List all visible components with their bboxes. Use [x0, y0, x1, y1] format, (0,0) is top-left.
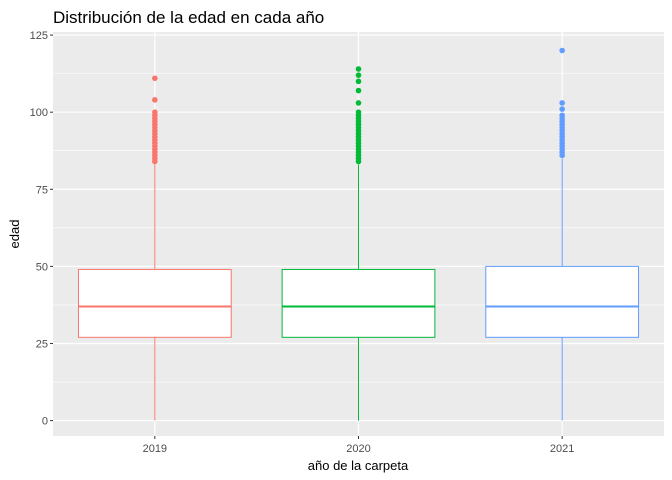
outlier-point: [152, 97, 158, 103]
iqr-box: [485, 265, 640, 338]
y-tick-label: 25: [36, 338, 48, 350]
outlier-point: [559, 106, 565, 112]
outlier-point: [559, 47, 565, 54]
outlier-point: [355, 78, 362, 85]
outlier-point: [355, 109, 362, 115]
y-tick-label: 50: [36, 261, 48, 273]
y-tick-label: 75: [36, 184, 48, 196]
x-axis: 2019 2020 2021: [143, 436, 574, 455]
x-tick-label: 2019: [143, 443, 167, 455]
y-tick-label: 125: [30, 30, 48, 42]
x-axis-label: año de la carpeta: [308, 458, 409, 473]
y-tick-label: 100: [30, 107, 48, 119]
outlier-point: [355, 66, 362, 72]
iqr-box: [281, 268, 436, 338]
iqr-box: [77, 268, 232, 338]
y-axis-label: edad: [7, 220, 22, 249]
y-axis: 0 25 50 75 100 125: [30, 30, 53, 428]
outlier-point: [355, 100, 362, 106]
box-2021: [485, 47, 640, 421]
box-2019: [77, 75, 232, 421]
box-2020: [281, 66, 436, 421]
outlier-point: [559, 100, 565, 106]
boxes-layer: [77, 47, 640, 421]
y-tick-label: 0: [42, 416, 48, 428]
chart-title: Distribución de la edad en cada año: [53, 8, 324, 27]
x-tick-label: 2021: [550, 443, 574, 455]
outlier-point: [152, 75, 158, 82]
x-tick-label: 2020: [346, 443, 370, 455]
outlier-point: [355, 72, 362, 78]
outlier-point: [559, 112, 565, 119]
outlier-point: [355, 87, 362, 94]
outlier-point: [152, 109, 158, 115]
